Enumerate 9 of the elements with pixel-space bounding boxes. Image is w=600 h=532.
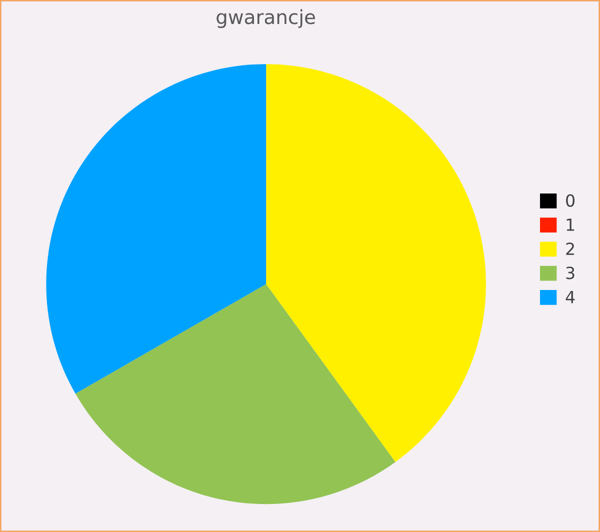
chart-title: gwarancje xyxy=(216,9,315,28)
legend-label: 4 xyxy=(566,291,575,304)
legend-label: 2 xyxy=(566,242,574,255)
pie-slice xyxy=(46,64,266,394)
legend-label: 3 xyxy=(566,266,574,280)
legend-label: 0 xyxy=(566,194,574,207)
legend-label: 1 xyxy=(566,218,574,231)
pie-slice xyxy=(75,284,396,504)
pie-slice xyxy=(266,64,486,462)
